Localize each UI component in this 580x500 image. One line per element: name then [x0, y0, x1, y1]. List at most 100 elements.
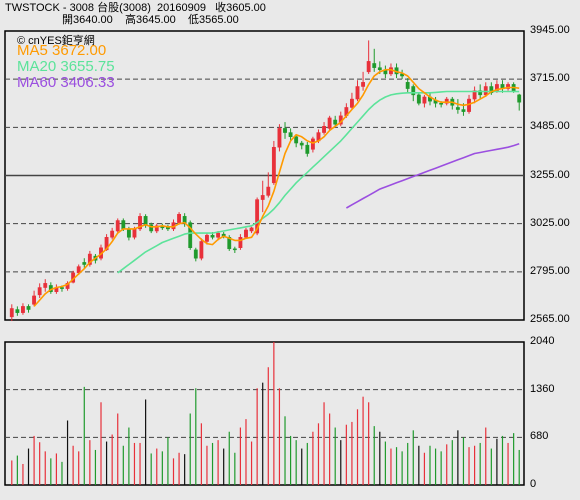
candle-body: [377, 67, 382, 70]
source-label: © cnYES鉅亨網: [17, 35, 95, 47]
candle-body: [467, 98, 471, 112]
chart-header-line2: 開3640.00 高3645.00 低3565.00: [62, 14, 239, 26]
candle-body: [455, 107, 460, 110]
candle-body: [422, 96, 427, 104]
candle-body: [405, 82, 410, 89]
symbol-label: TWSTOCK - 3008 台股(3008): [5, 2, 151, 14]
candle-body: [227, 237, 232, 250]
candle-body: [333, 119, 338, 125]
candle-body: [126, 228, 131, 238]
candle-body: [205, 234, 209, 242]
price-tick-label: 2565.00: [530, 313, 570, 325]
candle-body: [82, 262, 87, 265]
volume-tick-label: 680: [530, 430, 549, 443]
candle-body: [439, 103, 444, 105]
chart-header-line1: TWSTOCK - 3008 台股(3008) 20160909 收3605.0…: [5, 2, 266, 14]
high-label: 高3645.00: [125, 14, 176, 26]
candle-body: [149, 224, 154, 232]
candle-body: [232, 248, 237, 251]
volume-tick-label: 1360: [530, 382, 555, 395]
ma20-line: [117, 90, 520, 274]
volume-panel-frame: [4, 341, 525, 486]
candle-body: [310, 138, 315, 150]
candle-body: [26, 306, 31, 310]
candle-body: [305, 144, 310, 154]
candle-body: [361, 82, 366, 87]
candle-body: [132, 228, 137, 238]
candle-body: [400, 73, 405, 77]
candle-body: [15, 309, 20, 313]
legend-ma60: MA60 3406.33: [17, 75, 115, 91]
volume-tick-label: 2040: [530, 335, 555, 347]
candle-body: [506, 84, 510, 89]
candle-body: [411, 86, 416, 96]
candle-body: [9, 308, 14, 318]
candle-body: [494, 84, 499, 91]
legend-ma20: MA20 3655.75: [17, 59, 115, 75]
candle-body: [350, 98, 354, 108]
candle-body: [266, 186, 271, 196]
candle-body: [199, 241, 204, 259]
candle-body: [255, 199, 260, 234]
candle-body: [121, 220, 126, 230]
candle-body: [299, 142, 304, 146]
candle-body: [327, 117, 332, 129]
candle-body: [188, 222, 193, 249]
candle-body: [472, 90, 477, 100]
candle-body: [177, 213, 181, 223]
candle-body: [283, 128, 287, 133]
candle-body: [21, 306, 25, 313]
date-label: 20160909: [157, 2, 206, 14]
candle-body: [461, 109, 466, 112]
candle-body: [366, 61, 371, 73]
candle-body: [322, 126, 326, 133]
candle-body: [115, 220, 120, 232]
legend-ma5-label: MA5 3672.00: [17, 42, 107, 59]
price-tick-label: 3025.00: [530, 216, 570, 229]
price-tick-label: 3715.00: [530, 72, 570, 85]
candle-body: [478, 90, 483, 96]
candle-body: [60, 287, 64, 289]
legend-ma60-label: MA60 3406.33: [17, 74, 115, 91]
candle-body: [372, 63, 377, 68]
candle-body: [182, 216, 187, 223]
candle-body: [260, 195, 265, 200]
candle-body: [87, 253, 92, 265]
close-label: 收3605.00: [215, 2, 266, 14]
price-tick-label: 3485.00: [530, 120, 570, 133]
candle-body: [138, 216, 142, 230]
candle-body: [244, 229, 248, 238]
candle-body: [517, 94, 522, 103]
candle-body: [489, 86, 494, 94]
candle-body: [154, 225, 159, 232]
candle-body: [416, 94, 421, 104]
ma5-line: [33, 68, 520, 307]
candle-body: [32, 295, 37, 305]
open-label: 開3640.00: [62, 14, 113, 26]
candle-body: [355, 86, 360, 100]
ma60-line: [345, 143, 520, 209]
low-label: 低3565.00: [188, 14, 239, 26]
candle-body: [193, 249, 198, 259]
candle-body: [288, 132, 293, 138]
legend-ma5: MA5 3672.00: [17, 43, 106, 59]
candle-body: [143, 216, 148, 225]
candle-body: [444, 98, 449, 104]
price-tick-label: 3945.00: [530, 24, 570, 36]
candle-body: [210, 234, 215, 238]
candle-body: [238, 237, 243, 249]
candle-body: [37, 287, 42, 296]
candle-body: [43, 283, 48, 288]
legend-ma20-label: MA20 3655.75: [17, 58, 115, 75]
candle-body: [271, 146, 276, 184]
candle-body: [216, 232, 221, 238]
volume-tick-label: 0: [530, 478, 537, 490]
candle-body: [110, 230, 115, 238]
candle-body: [249, 227, 254, 232]
candle-body: [294, 136, 299, 144]
price-tick-label: 2795.00: [530, 264, 570, 277]
candle-body: [483, 86, 488, 96]
price-tick-label: 3255.00: [530, 168, 570, 181]
candle-body: [277, 128, 282, 148]
